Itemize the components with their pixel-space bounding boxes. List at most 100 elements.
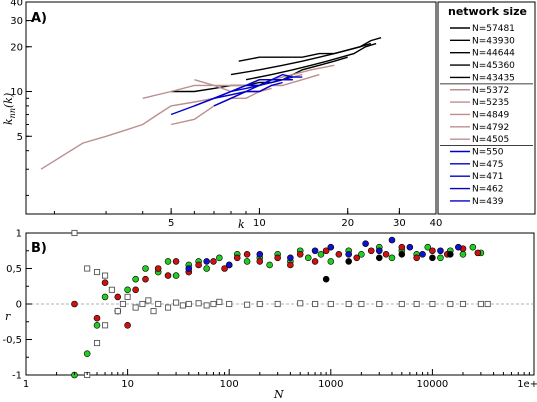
series-line-n-4505 (40, 87, 272, 170)
data-point-square (114, 308, 121, 315)
data-point-circle (345, 251, 352, 258)
y-tick-label: 40 (10, 0, 23, 9)
data-point-square (312, 300, 319, 308)
y-tick-label: 0,5 (6, 264, 22, 275)
data-point-circle (203, 265, 210, 272)
data-point-circle (101, 279, 109, 287)
panel-a-legend: network size N=57481 N=43930 N=44644 N=4536… (437, 1, 536, 215)
data-point-square (150, 308, 157, 315)
data-point-square (203, 302, 210, 309)
legend-title: network size (448, 5, 527, 18)
data-point-square (274, 300, 281, 308)
data-point-circle (446, 251, 454, 258)
data-point-square (84, 265, 91, 272)
legend-entry-label: N=43930 (472, 36, 515, 46)
data-point-circle (101, 293, 109, 301)
data-point-circle (424, 243, 432, 251)
data-point-circle (233, 254, 241, 262)
y-tick-label: 5 (17, 132, 23, 143)
data-point-circle (388, 236, 396, 244)
data-point-circle (287, 261, 294, 269)
x-tick-label: 1e+05 (517, 379, 537, 390)
data-point-square (210, 300, 217, 308)
data-point-circle (358, 251, 365, 258)
data-point-circle (172, 272, 180, 279)
data-point-circle (225, 261, 233, 269)
data-point-square (484, 300, 491, 308)
data-point-circle (154, 265, 162, 272)
data-point-circle (367, 247, 375, 255)
data-point-square (216, 298, 223, 305)
legend-entry-label: N=439 (472, 197, 504, 207)
data-point-square (413, 300, 420, 308)
data-point-square (93, 269, 101, 276)
data-point-circle (287, 254, 294, 262)
x-tick-label: 1 (23, 379, 29, 390)
data-point-circle (132, 275, 139, 283)
legend-entry-label: N=475 (472, 160, 503, 170)
x-tick-label: 10 (121, 379, 134, 390)
y-tick-label: 20 (10, 42, 23, 53)
data-point-circle (345, 258, 352, 265)
data-point-circle (164, 272, 172, 279)
data-point-circle (203, 258, 210, 265)
data-point-circle (243, 258, 251, 265)
legend-entry-label: N=4505 (472, 135, 509, 145)
data-point-square (145, 297, 152, 304)
series-line-n-43930 (230, 42, 372, 76)
data-point-square (155, 300, 162, 308)
data-point-circle (353, 254, 361, 262)
data-point-circle (469, 243, 477, 251)
legend-entry-label: N=44644 (472, 49, 515, 59)
y-tick-label: 30 (10, 16, 23, 27)
legend-entry-label: N=4849 (472, 110, 509, 120)
data-point-square (398, 300, 405, 308)
x-tick-label: 100 (220, 379, 239, 390)
data-point-circle (164, 258, 172, 265)
data-point-square (102, 272, 109, 279)
panel-a-label: A) (31, 11, 47, 26)
data-point-circle (304, 254, 312, 262)
data-point-circle (474, 249, 482, 257)
data-point-square (132, 304, 139, 311)
data-point-square (477, 300, 484, 308)
data-point-circle (437, 254, 444, 262)
data-point-circle (429, 254, 436, 262)
data-point-square (93, 340, 101, 347)
data-point-circle (375, 247, 383, 255)
data-point-square (139, 300, 146, 308)
data-point-circle (83, 350, 91, 358)
panel-a-chart: 5 10 20 30 40 5 10 20 30 40 A) knn(k) k (2, 0, 442, 231)
panel-a-y-axis-label: knn(k) (2, 93, 17, 125)
panel-a-series-group (40, 37, 382, 170)
panel-a-plot-area (25, 1, 437, 215)
data-point-circle (93, 314, 101, 322)
data-point-square (71, 229, 78, 237)
data-point-circle (195, 261, 202, 269)
data-point-circle (256, 251, 264, 258)
data-point-square (244, 301, 251, 308)
data-point-circle (455, 243, 462, 251)
legend-entry-label: N=5372 (472, 86, 509, 96)
data-point-square (164, 304, 172, 311)
data-point-square (459, 300, 467, 308)
data-point-circle (142, 265, 149, 272)
data-point-circle (419, 251, 426, 258)
series-line-n-439 (213, 81, 283, 107)
y-tick-label: 10 (10, 87, 23, 98)
data-point-circle (93, 321, 101, 329)
panel-b-y-axis-label: r (5, 310, 11, 323)
data-point-square (102, 322, 109, 329)
data-point-square (185, 300, 192, 308)
legend-entry-label: N=57481 (472, 24, 515, 34)
legend-entry-label: N=462 (472, 185, 503, 195)
data-point-circle (375, 254, 383, 262)
y-tick-label: 1 (16, 229, 22, 240)
panel-a-ticks: 5 10 20 30 40 5 10 20 30 40 (10, 0, 442, 229)
series-line-n-462 (230, 76, 303, 93)
data-point-circle (388, 254, 396, 262)
x-tick-label: 10 (253, 218, 266, 229)
data-point-circle (311, 258, 319, 265)
data-point-circle (382, 251, 390, 258)
